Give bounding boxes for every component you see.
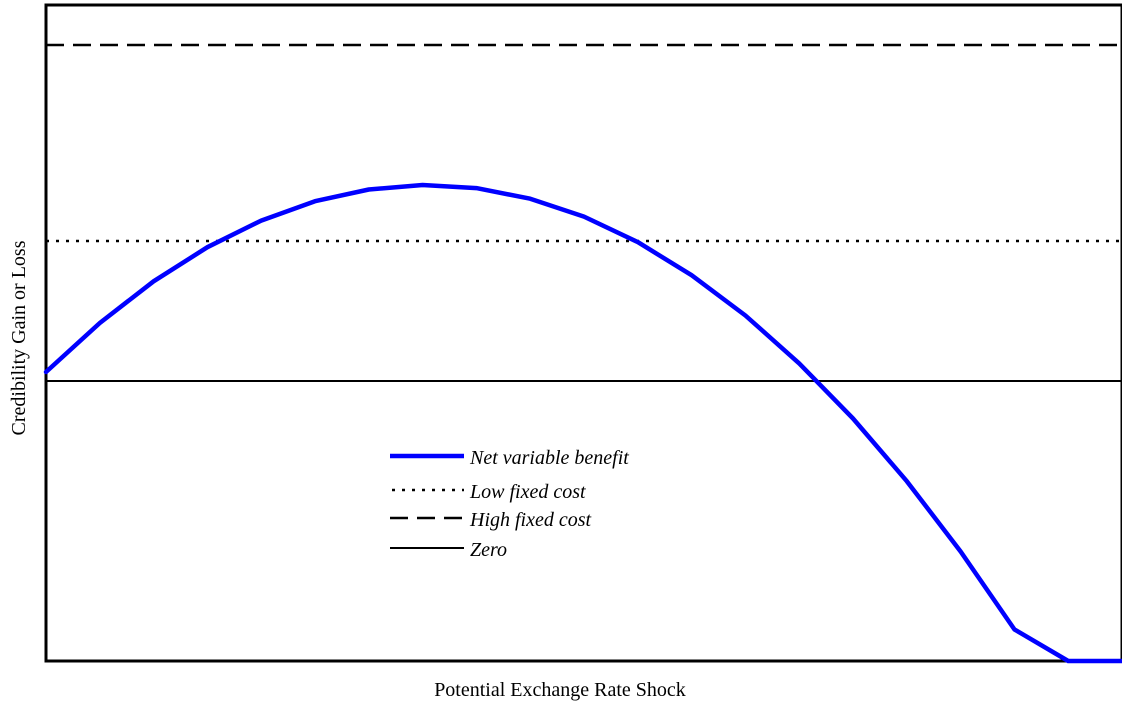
- x-axis-label: Potential Exchange Rate Shock: [434, 679, 686, 701]
- legend-label-low-fixed-cost: Low fixed cost: [469, 481, 586, 503]
- legend-label-net-variable-benefit: Net variable benefit: [469, 447, 629, 469]
- legend-label-high-fixed-cost: High fixed cost: [469, 509, 592, 531]
- y-axis-label: Credibility Gain or Loss: [8, 240, 30, 435]
- plot-frame: [44, 3, 1122, 663]
- series-net-variable-benefit: [43, 182, 1122, 664]
- legend-label-zero: Zero: [470, 539, 507, 561]
- legend: Net variable benefit Low fixed cost High…: [390, 447, 629, 561]
